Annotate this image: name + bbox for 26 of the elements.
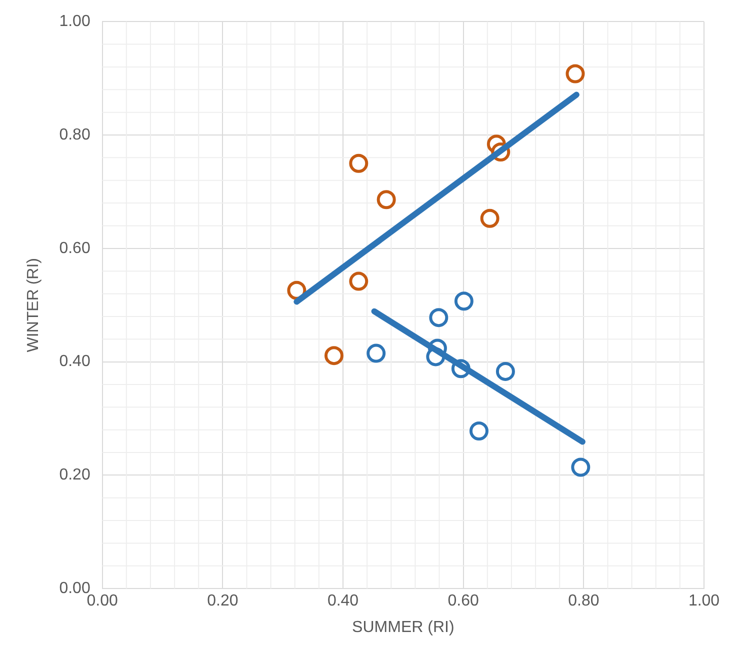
y-tick-label: 0.20 — [59, 466, 90, 484]
point — [324, 346, 344, 366]
point — [349, 272, 368, 291]
x-tick-label: 0.20 — [207, 592, 238, 610]
point — [454, 292, 474, 311]
y-tick-label: 0.40 — [59, 353, 90, 370]
point — [469, 421, 488, 440]
point — [571, 458, 590, 477]
x-tick-label: 0.80 — [568, 592, 600, 610]
x-tick-label: 0.60 — [448, 592, 480, 610]
point — [366, 344, 386, 363]
y-tick-label: 0.60 — [59, 240, 90, 257]
x-tick-label: 0.40 — [327, 592, 359, 610]
point — [349, 154, 368, 173]
x-tick-label: 0.00 — [86, 592, 118, 610]
x-tick-label: 1.00 — [688, 592, 720, 610]
y-tick-label: 0.80 — [59, 126, 90, 144]
point — [287, 280, 306, 300]
point — [429, 308, 448, 328]
point — [480, 208, 500, 228]
point — [496, 362, 515, 381]
y-tick-label: 1.00 — [59, 13, 90, 30]
point — [566, 64, 585, 84]
y-axis-title: WINTER (RI) — [25, 258, 42, 352]
x-axis-title: SUMMER (RI) — [352, 618, 454, 636]
point — [376, 190, 396, 210]
